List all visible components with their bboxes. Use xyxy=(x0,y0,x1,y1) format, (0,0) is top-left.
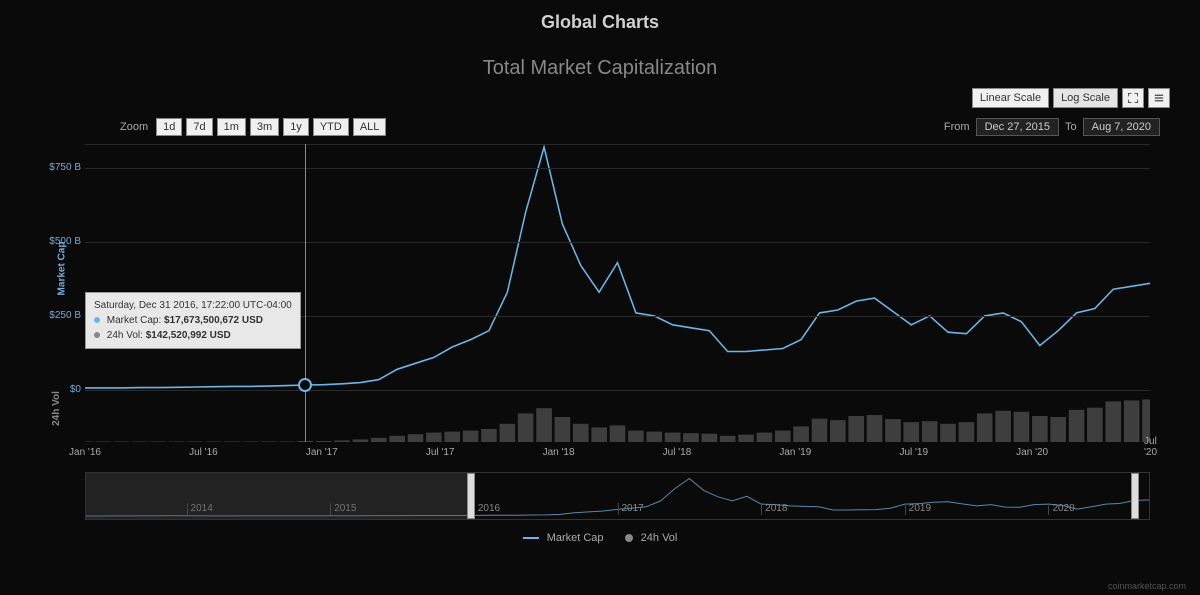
zoom-7d-button[interactable]: 7d xyxy=(186,118,212,136)
x-tick-label: Jul '16 xyxy=(189,447,218,458)
tooltip: Saturday, Dec 31 2016, 17:22:00 UTC-04:0… xyxy=(85,292,301,349)
chart-controls: Linear Scale Log Scale xyxy=(20,88,1180,108)
date-range: From Dec 27, 2015 To Aug 7, 2020 xyxy=(944,118,1180,136)
range-navigator[interactable]: 2014201520162017201820192020 xyxy=(85,472,1150,520)
y-axis-label: Market Cap xyxy=(56,242,67,296)
x-tick-label: Jul '18 xyxy=(663,447,692,458)
page-title: Global Charts xyxy=(20,12,1180,33)
crosshair-point xyxy=(298,378,312,392)
nav-tick-label: 2018 xyxy=(761,503,787,515)
gridline xyxy=(85,168,1150,169)
zoom-controls: Zoom 1d 7d 1m 3m 1y YTD ALL From Dec 27,… xyxy=(20,118,1180,136)
chart-title: Total Market Capitalization xyxy=(20,57,1180,80)
y-tick-label: $750 B xyxy=(37,162,81,173)
tooltip-dot-volume xyxy=(94,332,100,338)
tooltip-dot-marketcap xyxy=(94,317,100,323)
x-tick-label: Jan '16 xyxy=(69,447,101,458)
zoom-1m-button[interactable]: 1m xyxy=(217,118,246,136)
date-from-input[interactable]: Dec 27, 2015 xyxy=(976,118,1059,136)
zoom-3m-button[interactable]: 3m xyxy=(250,118,279,136)
legend: Market Cap 24h Vol xyxy=(20,532,1180,544)
to-label: To xyxy=(1065,121,1077,133)
x-tick-label: Jul '19 xyxy=(899,447,928,458)
menu-icon[interactable] xyxy=(1148,88,1170,108)
date-to-input[interactable]: Aug 7, 2020 xyxy=(1083,118,1160,136)
gridline xyxy=(85,390,1150,391)
tooltip-timestamp: Saturday, Dec 31 2016, 17:22:00 UTC-04:0… xyxy=(94,298,292,313)
log-scale-button[interactable]: Log Scale xyxy=(1053,88,1118,108)
from-label: From xyxy=(944,121,970,133)
fullscreen-icon[interactable] xyxy=(1122,88,1144,108)
x-tick-label: Jan '17 xyxy=(306,447,338,458)
legend-dot-swatch xyxy=(625,534,633,542)
nav-handle-right[interactable] xyxy=(1131,473,1139,519)
y-tick-label: $500 B xyxy=(37,236,81,247)
linear-scale-button[interactable]: Linear Scale xyxy=(972,88,1049,108)
x-tick-label: Jan '18 xyxy=(543,447,575,458)
y-tick-label: $250 B xyxy=(37,310,81,321)
y2-axis-label: 24h Vol xyxy=(51,391,62,426)
nav-handle-left[interactable] xyxy=(467,473,475,519)
gridline xyxy=(85,242,1150,243)
nav-tick-label: 2020 xyxy=(1048,503,1074,515)
legend-line-swatch xyxy=(523,537,539,539)
nav-tick-label: 2019 xyxy=(905,503,931,515)
tooltip-row-volume: 24h Vol: $142,520,992 USD xyxy=(94,328,292,343)
zoom-1d-button[interactable]: 1d xyxy=(156,118,182,136)
zoom-1y-button[interactable]: 1y xyxy=(283,118,309,136)
x-tick-label: Jan '20 xyxy=(1016,447,1048,458)
x-tick-label: Jan '19 xyxy=(779,447,811,458)
nav-tick-label: 2016 xyxy=(474,503,500,515)
x-tick-label: Jul '20 xyxy=(1144,436,1157,458)
gridline xyxy=(85,144,1150,145)
y-tick-label: $0 xyxy=(37,384,81,395)
main-chart[interactable]: Market Cap 24h Vol $750 B$500 B$250 B$0 … xyxy=(85,144,1150,442)
tooltip-row-marketcap: Market Cap: $17,673,500,672 USD xyxy=(94,313,292,328)
nav-tick-label: 2017 xyxy=(618,503,644,515)
zoom-all-button[interactable]: ALL xyxy=(353,118,387,136)
nav-mask-left xyxy=(86,473,471,519)
zoom-ytd-button[interactable]: YTD xyxy=(313,118,349,136)
legend-marketcap-label[interactable]: Market Cap xyxy=(547,532,604,544)
x-tick-label: Jul '17 xyxy=(426,447,455,458)
zoom-label: Zoom xyxy=(120,121,148,133)
legend-volume-label[interactable]: 24h Vol xyxy=(641,532,678,544)
crosshair-line xyxy=(305,144,306,442)
attribution: coinmarketcap.com xyxy=(1108,581,1186,591)
